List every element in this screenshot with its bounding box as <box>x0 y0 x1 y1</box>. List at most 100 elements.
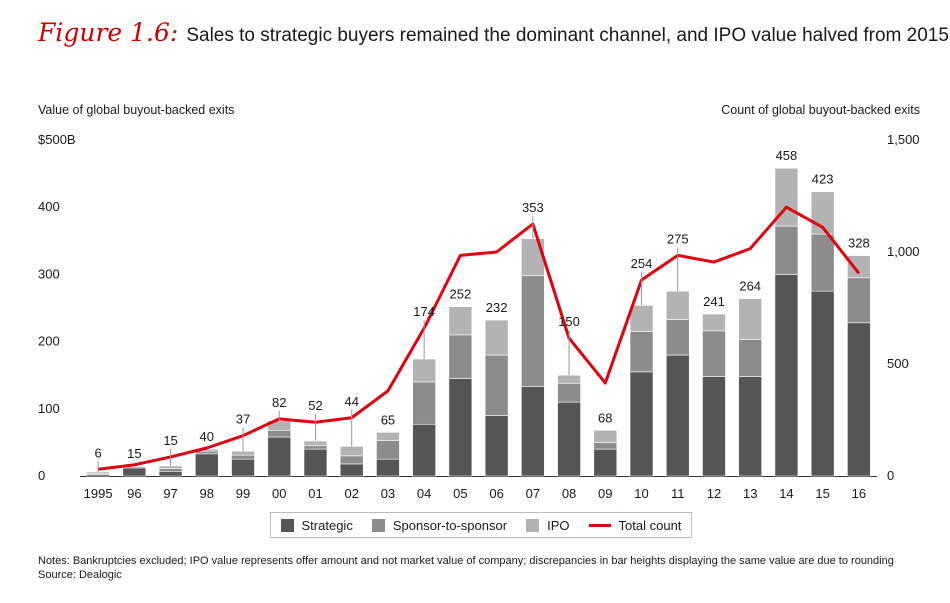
bar-segment-strategic <box>521 386 545 477</box>
bar-segment-ipo <box>339 446 364 457</box>
right-axis-tick-label: 500 <box>887 356 909 371</box>
bar-total-label: 264 <box>739 279 761 294</box>
x-axis-tick-label: 11 <box>671 486 685 501</box>
bar-total-label: 458 <box>776 148 798 163</box>
bar-segment-ipo <box>629 305 654 332</box>
bar-segment-strategic <box>702 376 726 477</box>
legend-label-sponsor: Sponsor-to-sponsor <box>392 517 508 533</box>
right-axis-tick-label: 1,000 <box>887 244 920 259</box>
x-axis-tick-label: 16 <box>852 486 866 501</box>
left-axis-title: Value of global buyout-backed exits <box>38 103 235 117</box>
x-axis-tick-label: 13 <box>743 486 757 501</box>
bar-segment-sponsor <box>810 233 835 292</box>
bar-segment-strategic <box>303 448 328 477</box>
bar-segment-strategic <box>484 415 509 477</box>
legend-swatch-strategic <box>280 518 294 532</box>
bar-segment-ipo <box>158 465 183 469</box>
legend-swatch-total-count <box>588 523 611 527</box>
bar-total-label: 6 <box>94 445 101 460</box>
bar-total-label: 65 <box>381 412 395 427</box>
bar-total-label: 254 <box>631 256 653 271</box>
chart-notes: Notes: Bankruptcies excluded; IPO value … <box>38 554 894 582</box>
bar-total-label: 232 <box>486 300 508 315</box>
x-axis-tick-label: 02 <box>344 486 358 501</box>
x-axis-tick-label: 14 <box>779 486 793 501</box>
bar-segment-sponsor <box>412 381 436 425</box>
bar-segment-strategic <box>665 354 690 477</box>
bar-segment-ipo <box>557 374 581 384</box>
bar-segment-ipo <box>484 319 509 356</box>
x-axis-tick-label: 12 <box>707 486 721 501</box>
figure-title-row: Figure 1.6: Sales to strategic buyers rem… <box>38 18 949 54</box>
bar-segment-strategic <box>774 274 799 477</box>
bar-segment-strategic <box>339 463 364 477</box>
source-text: Source: Dealogic <box>38 569 122 581</box>
bar-segment-sponsor <box>484 354 509 416</box>
bar-segment-sponsor <box>303 445 328 450</box>
legend-item-strategic: Strategic <box>280 517 353 533</box>
bar-segment-strategic <box>448 378 473 477</box>
bar-segment-sponsor <box>738 339 763 377</box>
x-axis-tick-label: 07 <box>526 486 540 501</box>
legend-label-strategic: Strategic <box>301 517 353 533</box>
bar-segment-strategic <box>810 290 835 477</box>
bar-segment-strategic <box>557 401 581 477</box>
bar-segment-strategic <box>194 453 219 477</box>
bar-total-label: 328 <box>848 236 870 251</box>
bar-segment-sponsor <box>267 430 292 438</box>
bar-total-label: 44 <box>344 394 358 409</box>
bar-segment-strategic <box>122 467 147 477</box>
bar-segment-sponsor <box>847 277 871 324</box>
bar-segment-sponsor <box>376 440 400 460</box>
bar-total-label: 252 <box>450 287 472 302</box>
right-axis-tick-label: 1,500 <box>887 132 920 147</box>
bar-segment-ipo <box>231 450 255 456</box>
bar-total-label: 241 <box>703 294 725 309</box>
bar-segment-ipo <box>665 290 690 320</box>
notes-text: Notes: Bankruptcies excluded; IPO value … <box>38 555 894 567</box>
bar-total-label: 40 <box>200 429 214 444</box>
bar-segment-strategic <box>158 470 183 477</box>
chart-legend: Strategic Sponsor-to-sponsor IPO Total c… <box>270 512 692 538</box>
bar-segment-strategic <box>267 436 292 477</box>
bar-segment-sponsor <box>593 442 618 450</box>
bar-segment-sponsor <box>702 330 726 377</box>
bar-segment-sponsor <box>231 454 255 460</box>
bar-segment-ipo <box>521 238 545 277</box>
bar-segment-sponsor <box>194 450 219 455</box>
left-axis-tick-label: $500B <box>38 132 76 147</box>
bar-total-label: 37 <box>236 412 250 427</box>
bar-segment-ipo <box>412 358 436 383</box>
bar-segment-ipo <box>738 298 763 340</box>
legend-label-total-count: Total count <box>618 517 682 533</box>
bar-segment-sponsor <box>158 468 183 472</box>
bar-total-label: 15 <box>163 433 177 448</box>
x-axis-tick-label: 05 <box>453 486 467 501</box>
x-axis-tick-label: 09 <box>598 486 612 501</box>
legend-label-ipo: IPO <box>547 517 570 533</box>
x-axis-tick-label: 96 <box>127 486 141 501</box>
legend-item-total-count: Total count <box>588 517 682 533</box>
bar-segment-sponsor <box>774 225 799 275</box>
bar-segment-ipo <box>702 313 726 332</box>
bar-segment-ipo <box>448 306 473 336</box>
bar-segment-sponsor <box>557 382 581 403</box>
bar-segment-ipo <box>303 440 328 447</box>
legend-swatch-ipo <box>526 518 540 532</box>
bar-total-label: 423 <box>812 172 834 187</box>
bar-total-label: 68 <box>598 410 612 425</box>
bar-segment-ipo <box>847 255 871 279</box>
bar-total-label: 275 <box>667 231 689 246</box>
bar-segment-ipo <box>86 471 110 474</box>
bar-total-label: 353 <box>522 200 544 215</box>
right-axis-tick-label: 0 <box>887 468 894 483</box>
bar-segment-strategic <box>629 371 654 477</box>
bar-segment-strategic <box>847 322 871 477</box>
bar-total-label: 15 <box>127 446 141 461</box>
x-axis-tick-label: 06 <box>489 486 503 501</box>
total-count-line <box>97 205 861 471</box>
left-axis-tick-label: 0 <box>38 468 45 483</box>
legend-item-sponsor: Sponsor-to-sponsor <box>371 517 508 533</box>
x-axis-tick-label: 01 <box>308 486 322 501</box>
